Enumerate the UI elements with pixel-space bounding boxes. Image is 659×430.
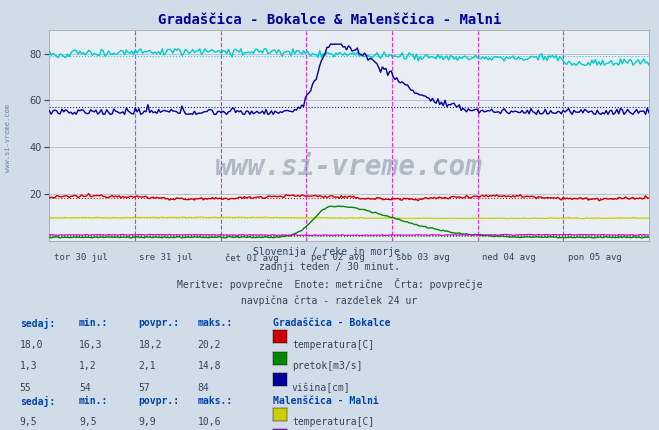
Text: sre 31 jul: sre 31 jul xyxy=(140,253,193,262)
Text: 20,2: 20,2 xyxy=(198,340,221,350)
Text: temperatura[C]: temperatura[C] xyxy=(292,417,374,427)
Text: pet 02 avg: pet 02 avg xyxy=(311,253,364,262)
Text: Gradaščica - Bokalce: Gradaščica - Bokalce xyxy=(273,318,391,328)
Text: Malenščica - Malni: Malenščica - Malni xyxy=(273,396,379,405)
Text: 84: 84 xyxy=(198,383,210,393)
Text: 9,5: 9,5 xyxy=(79,417,97,427)
Text: min.:: min.: xyxy=(79,396,109,405)
Text: 2,1: 2,1 xyxy=(138,361,156,371)
Text: pretok[m3/s]: pretok[m3/s] xyxy=(292,361,362,371)
Text: maks.:: maks.: xyxy=(198,396,233,405)
Text: 18,2: 18,2 xyxy=(138,340,162,350)
Text: www.si-vreme.com: www.si-vreme.com xyxy=(5,104,11,172)
Text: min.:: min.: xyxy=(79,318,109,328)
Text: 1,2: 1,2 xyxy=(79,361,97,371)
Text: povpr.:: povpr.: xyxy=(138,396,179,405)
Text: sedaj:: sedaj: xyxy=(20,318,55,329)
Text: sob 03 avg: sob 03 avg xyxy=(397,253,450,262)
Text: Slovenija / reke in morje.
zadnji teden / 30 minut.
Meritve: povprečne  Enote: m: Slovenija / reke in morje. zadnji teden … xyxy=(177,247,482,306)
Text: 54: 54 xyxy=(79,383,91,393)
Text: 55: 55 xyxy=(20,383,32,393)
Text: višina[cm]: višina[cm] xyxy=(292,383,351,393)
Text: pon 05 avg: pon 05 avg xyxy=(567,253,621,262)
Text: 14,8: 14,8 xyxy=(198,361,221,371)
Text: tor 30 jul: tor 30 jul xyxy=(54,253,107,262)
Text: 9,9: 9,9 xyxy=(138,417,156,427)
Text: 1,3: 1,3 xyxy=(20,361,38,371)
Text: 57: 57 xyxy=(138,383,150,393)
Text: www.si-vreme.com: www.si-vreme.com xyxy=(215,153,483,181)
Text: 18,0: 18,0 xyxy=(20,340,43,350)
Text: povpr.:: povpr.: xyxy=(138,318,179,328)
Text: temperatura[C]: temperatura[C] xyxy=(292,340,374,350)
Text: Gradaščica - Bokalce & Malenščica - Malni: Gradaščica - Bokalce & Malenščica - Maln… xyxy=(158,13,501,27)
Text: ned 04 avg: ned 04 avg xyxy=(482,253,536,262)
Text: 9,5: 9,5 xyxy=(20,417,38,427)
Text: čet 01 avg: čet 01 avg xyxy=(225,253,279,263)
Text: maks.:: maks.: xyxy=(198,318,233,328)
Text: sedaj:: sedaj: xyxy=(20,396,55,407)
Text: 16,3: 16,3 xyxy=(79,340,103,350)
Text: 10,6: 10,6 xyxy=(198,417,221,427)
